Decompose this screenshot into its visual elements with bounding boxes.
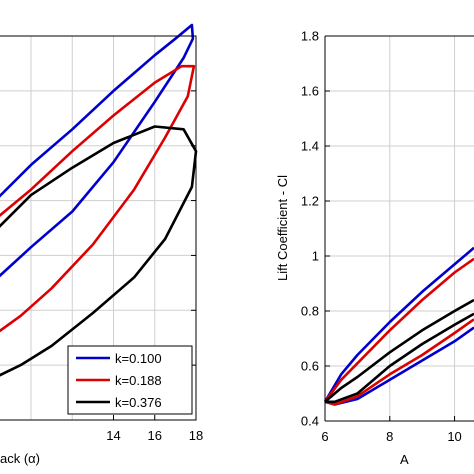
left-series-2 (0, 64, 196, 333)
left-x-tick-label: 18 (189, 428, 203, 443)
right-grid (325, 35, 474, 422)
right-y-tick-label: 1.8 (301, 29, 319, 44)
right-y-ticks: 0.4 0.6 0.8 1 1.2 1.4 1.6 1.8 (301, 29, 330, 429)
right-series-4 (324, 318, 474, 406)
left-x-ticks: 14 16 18 (106, 35, 203, 443)
right-chart-panel: 0.4 0.6 0.8 1 1.2 1.4 1.6 1.8 6 8 10 Lift Coeffic… (275, 29, 474, 467)
right-x-tick-label: 6 (321, 429, 328, 444)
right-series-5 (324, 298, 474, 403)
right-y-tick-label: 0.8 (301, 304, 319, 319)
right-y-tick-label: 0.6 (301, 359, 319, 374)
legend-label-k-0-376: k=0.376 (115, 395, 162, 410)
left-x-tick-label: 16 (148, 428, 162, 443)
right-x-tick-label: 8 (386, 429, 393, 444)
right-y-tick-label: 1 (312, 249, 319, 264)
right-y-tick-label: 1.6 (301, 84, 319, 99)
left-series-group (0, 23, 198, 377)
right-series-3 (323, 257, 474, 403)
legend-label-k-0-100: k=0.100 (115, 351, 162, 366)
right-series-1 (323, 246, 474, 403)
left-plot-frame (0, 35, 197, 421)
left-series-3 (0, 125, 198, 377)
legend-label-k-0-188: k=0.188 (115, 373, 162, 388)
right-y-tick-label: 1.2 (301, 194, 319, 209)
right-x-axis-label: A (400, 452, 409, 467)
left-chart-panel: 14 16 18 ack (α) k=0.100 k=0.188 k=0.376 (0, 23, 203, 466)
right-x-tick-label: 10 (447, 429, 461, 444)
right-x-ticks: 6 8 10 (321, 416, 462, 444)
right-y-tick-label: 1.4 (301, 139, 319, 154)
right-series-6 (325, 312, 474, 404)
right-series-group (323, 246, 474, 406)
right-y-axis-label: Lift Coefficient - Cl (275, 175, 290, 281)
legend: k=0.100 k=0.188 k=0.376 (67, 345, 193, 415)
left-series-1 (0, 23, 195, 278)
right-y-tick-label: 0.4 (301, 414, 319, 429)
left-x-axis-label: ack (α) (0, 451, 40, 466)
left-x-tick-label: 14 (106, 428, 120, 443)
